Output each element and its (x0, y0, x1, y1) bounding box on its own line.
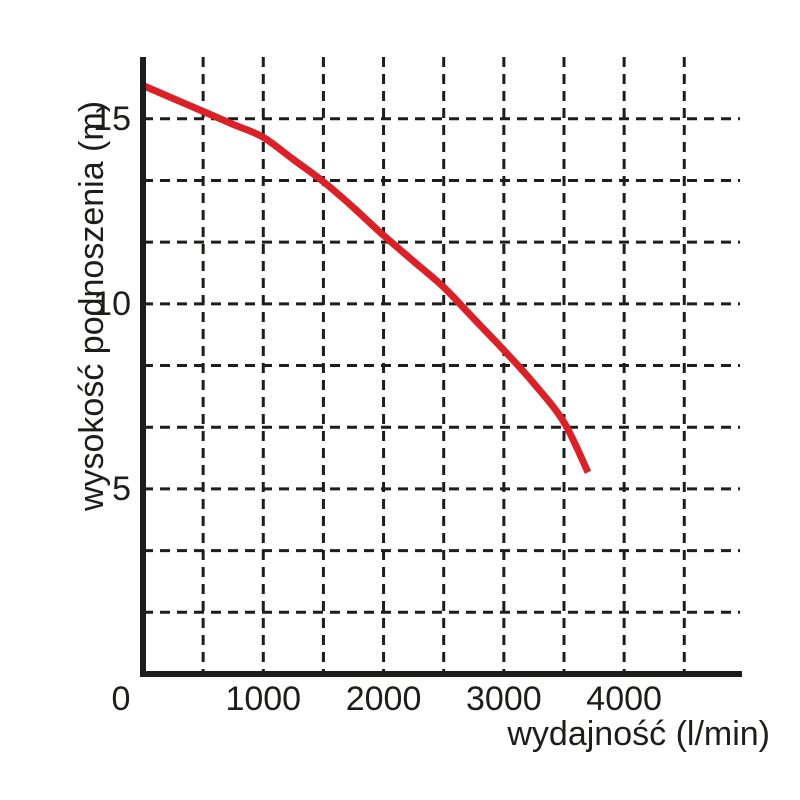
x-tick-label: 0 (111, 680, 131, 718)
x-axis-title: wydajność (l/min) (507, 715, 770, 753)
pump-performance-curve (141, 82, 592, 474)
grid-lines (143, 57, 740, 674)
data-curve-group (141, 82, 592, 474)
x-tick-label: 4000 (586, 680, 662, 718)
y-tick-label: 15 (93, 99, 131, 138)
x-tick-label: 3000 (466, 680, 542, 718)
y-tick-label: 10 (93, 284, 131, 323)
axis-lines (140, 57, 742, 677)
x-tick-label: 1000 (225, 680, 302, 718)
x-tick-label: 2000 (345, 680, 422, 718)
y-tick-label: 5 (112, 469, 131, 508)
